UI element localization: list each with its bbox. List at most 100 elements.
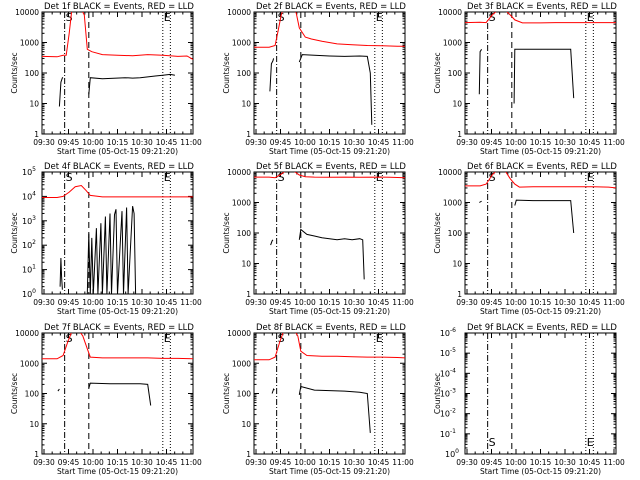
chart-title: Det 1f BLACK = Events, RED = LLD [44,2,194,12]
x-tick-label: 10:15 [107,458,129,467]
detector-panel-8: Det 8f BLACK = Events, RED = LLD 1 10 100 10… [222,323,414,476]
x-tick-label: 10:30 [131,138,153,147]
y-tick-label: 10 [241,420,251,429]
x-tick-label: 11:00 [392,138,414,147]
y-tick-label: 100 [237,69,252,78]
y-tick-label: 1000 [443,39,462,48]
detector-panel-7: Det 7f BLACK = Events, RED = LLD 1 10 100 10… [10,323,202,476]
y-tick-label: 1 [457,290,462,299]
series-lld-line [254,172,405,179]
x-tick-label: 09:45 [481,458,503,467]
series-events-line [86,206,137,294]
y-axis-label: Counts/sec [222,52,231,93]
x-tick-label: 11:00 [603,298,625,307]
y-tick-label: 1000 [20,359,39,368]
x-tick-label: 10:45 [156,298,178,307]
y-tick-label: 1 [246,450,251,459]
detector-panel-1: Det 1f BLACK = Events, RED = LLD 1 10 100 10… [10,2,202,156]
y-tick-label: 10000 [15,8,39,17]
series-group [254,172,405,280]
x-tick-label: 10:15 [530,458,552,467]
end-marker-E: E [164,11,171,24]
series-lld-line [254,333,405,361]
start-marker-S: S [489,11,496,24]
y-axis-label: Counts/sec [222,212,231,253]
x-tick-label: 09:45 [58,458,80,467]
y-tick-label: 1000 [232,359,251,368]
x-tick-label: 10:00 [505,138,527,147]
chart-title: Det 2f BLACK = Events, RED = LLD [256,2,406,12]
x-tick-label: 10:30 [554,138,576,147]
x-tick-label: 10:30 [343,138,365,147]
x-tick-label: 10:00 [294,458,316,467]
series-lld-line [42,184,193,198]
y-axis-label: Counts/sec [10,212,19,253]
y-tick-label: 101 [22,264,36,275]
x-tick-label: 10:45 [579,458,601,467]
y-tick-label: 10000 [227,168,251,177]
x-tick-label: 10:45 [156,458,178,467]
y-tick-label: 10000 [15,329,39,338]
detector-panel-4: Det 4f BLACK = Events, RED = LLD 100 101 10… [10,162,202,316]
start-marker-S: S [66,171,73,184]
x-tick-label: 10:00 [294,138,316,147]
x-tick-label: 09:45 [481,138,503,147]
start-marker-S: S [278,171,285,184]
y-tick-label: 100 [25,69,40,78]
series-lld-line [465,12,616,24]
x-tick-label: 10:00 [294,298,316,307]
y-axis-label: Counts/sec [10,52,19,93]
series-events-line [270,239,274,246]
chart-title: Det 4f BLACK = Events, RED = LLD [44,162,194,172]
x-tick-label: 10:45 [579,298,601,307]
x-tick-label: 09:45 [270,298,292,307]
x-tick-label: 09:30 [245,458,267,467]
y-tick-label: 1 [246,130,251,139]
y-tick-label: 1 [457,130,462,139]
chart-title: Det 9f BLACK = Events, RED = LLD [467,323,617,333]
chart-title: Det 7f BLACK = Events, RED = LLD [44,323,194,333]
x-tick-label: 09:30 [33,298,55,307]
y-tick-label: 100 [448,229,463,238]
x-tick-label: 10:45 [368,458,390,467]
detector-panel-6: Det 6f BLACK = Events, RED = LLD 1 10 100 10… [433,162,625,316]
series-events-line [478,49,483,95]
y-tick-label: 10000 [438,8,462,17]
x-tick-label: 10:30 [554,458,576,467]
detector-panel-9: Det 9f BLACK = Events, RED = LLD 100 10-1 1… [433,323,625,476]
x-tick-label: 10:30 [554,298,576,307]
chart-title: Det 8f BLACK = Events, RED = LLD [256,323,406,333]
detector-panel-5: Det 5f BLACK = Events, RED = LLD 1 10 100 10… [222,162,414,316]
x-axis-label: Start Time (05-Oct-15 09:21:20) [57,467,178,476]
x-tick-label: 11:00 [603,458,625,467]
y-axis-label: Counts/sec [433,212,442,253]
chart-title: Det 6f BLACK = Events, RED = LLD [467,162,617,172]
series-events-line [271,388,275,394]
x-tick-label: 10:30 [131,458,153,467]
series-events-line [59,257,63,290]
y-tick-label: 10-6 [440,327,456,338]
series-lld-line [42,12,193,60]
x-tick-label: 10:15 [107,298,129,307]
end-marker-E: E [164,332,171,345]
x-tick-label: 10:30 [343,298,365,307]
x-tick-label: 09:30 [456,458,478,467]
x-tick-label: 09:45 [270,458,292,467]
x-tick-label: 10:45 [368,298,390,307]
x-tick-label: 09:30 [33,138,55,147]
y-axis-label: Counts/sec [10,373,19,414]
y-tick-label: 10 [452,260,462,269]
detector-panel-2: Det 2f BLACK = Events, RED = LLD 1 10 100 10… [222,2,414,156]
x-tick-label: 10:45 [156,138,178,147]
start-marker-S: S [489,436,496,449]
x-tick-label: 10:15 [530,298,552,307]
x-axis-label: Start Time (05-Oct-15 09:21:20) [480,147,601,156]
y-tick-label: 103 [22,215,36,226]
y-tick-label: 102 [22,239,36,250]
y-tick-label: 10000 [227,329,251,338]
series-events-line [298,228,365,280]
series-group [42,184,193,294]
x-axis-label: Start Time (05-Oct-15 09:21:20) [57,307,178,316]
chart-title: Det 3f BLACK = Events, RED = LLD [467,2,617,12]
y-tick-label: 10-4 [440,367,456,378]
